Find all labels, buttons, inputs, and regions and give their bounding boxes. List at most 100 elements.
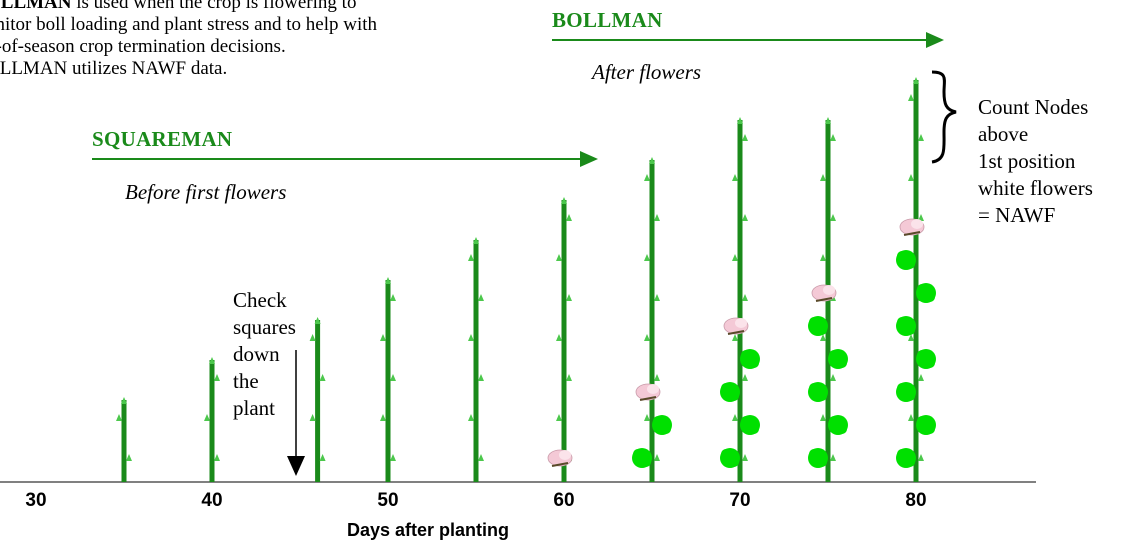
square-leaf-icon <box>732 174 738 181</box>
square-leaf-icon <box>732 334 738 341</box>
squareman-title: SQUAREMAN <box>92 127 233 151</box>
square-leaf-icon <box>732 254 738 261</box>
boll-lobe-icon <box>905 259 915 269</box>
plant-stem <box>913 80 919 482</box>
square-leaf-icon <box>644 414 650 421</box>
check-note-line: the <box>233 369 259 393</box>
square-leaf-icon <box>918 214 924 221</box>
boll-lobe-icon <box>729 457 739 467</box>
square-leaf-icon <box>204 414 210 421</box>
square-leaf-icon <box>830 134 836 141</box>
square-leaf-icon <box>644 174 650 181</box>
square-leaf-icon <box>908 414 914 421</box>
plant-stem <box>561 200 567 482</box>
intro-line-1-rest: is used when the crop is flowering to <box>71 0 357 13</box>
intro-text: OLLMAN is used when the crop is flowerin… <box>0 0 506 80</box>
cotton-plant <box>720 117 760 482</box>
x-axis-tick-label: 60 <box>553 490 575 511</box>
boll-lobe-icon <box>641 457 651 467</box>
square-leaf-icon <box>654 214 660 221</box>
squareman-subtitle: Before first flowers <box>125 180 287 204</box>
intro-line-2: onitor boll loading and plant stress and… <box>0 14 378 35</box>
terminal-bud-icon <box>314 317 321 324</box>
square-leaf-icon <box>644 334 650 341</box>
check-down-arrow <box>287 350 305 476</box>
square-leaf-icon <box>478 374 484 381</box>
boll-lobe-icon <box>917 350 927 360</box>
boll-lobe-icon <box>817 391 827 401</box>
boll-lobe-icon <box>837 358 847 368</box>
boll-lobe-icon <box>917 284 927 294</box>
bollman-arrow <box>552 32 944 48</box>
terminal-bud-icon <box>825 117 831 124</box>
square-leaf-icon <box>309 414 316 421</box>
boll-lobe-icon <box>897 383 907 393</box>
boll-lobe-icon <box>897 449 907 459</box>
nawf-note-line: above <box>978 122 1029 146</box>
boll-lobe-icon <box>925 358 935 368</box>
square-leaf-icon <box>918 134 924 141</box>
cotton-plant <box>896 77 936 482</box>
square-leaf-icon <box>908 94 914 101</box>
square-leaf-icon <box>556 334 562 341</box>
boll-lobe-icon <box>925 292 935 302</box>
boll-lobe-icon <box>721 449 731 459</box>
square-leaf-icon <box>126 454 132 461</box>
boll-lobe-icon <box>633 449 643 459</box>
cotton-plant <box>204 357 220 482</box>
flower-bract <box>727 330 745 335</box>
cotton-plant <box>547 197 573 482</box>
check-note-line: Check <box>233 288 287 312</box>
square-leaf-icon <box>908 174 914 181</box>
square-leaf-icon <box>820 334 826 341</box>
boll-lobe-icon <box>661 424 671 434</box>
square-leaf-icon <box>918 454 924 461</box>
square-leaf-icon <box>644 254 650 261</box>
terminal-bud-icon <box>473 237 479 244</box>
nawf-note: Count Nodes above 1st position white flo… <box>978 94 1093 229</box>
boll-lobe-icon <box>729 391 739 401</box>
white-flower-icon <box>635 383 661 401</box>
square-leaf-icon <box>390 374 396 381</box>
cotton-plant <box>632 157 672 482</box>
white-flower-icon <box>899 218 925 236</box>
bollman-subtitle: After flowers <box>592 60 702 84</box>
x-axis-tick-label: 30 <box>25 490 47 511</box>
square-leaf-icon <box>319 374 326 381</box>
flower-highlight <box>823 285 835 295</box>
curly-brace-icon <box>931 70 957 164</box>
terminal-bud-icon <box>121 397 127 404</box>
boll-lobe-icon <box>809 449 819 459</box>
square-leaf-icon <box>309 334 316 341</box>
terminal-bud-icon <box>649 157 655 164</box>
square-leaf-icon <box>820 414 826 421</box>
square-leaf-icon <box>742 374 748 381</box>
plants-layer <box>116 77 936 482</box>
intro-line-3: d-of-season crop termination decisions. <box>0 36 286 57</box>
square-leaf-icon <box>566 294 572 301</box>
squareman-arrowhead <box>580 151 598 167</box>
cotton-plant <box>808 117 848 482</box>
cotton-plant <box>116 397 132 482</box>
plant-stem <box>737 120 743 482</box>
check-note-line: down <box>233 342 280 366</box>
boll-lobe-icon <box>905 391 915 401</box>
intro-line-4: OLLMAN utilizes NAWF data. <box>0 58 228 79</box>
flower-bract <box>903 231 921 236</box>
boll-lobe-icon <box>809 383 819 393</box>
white-flower-icon <box>547 449 573 467</box>
boll-lobe-icon <box>917 416 927 426</box>
square-leaf-icon <box>742 134 748 141</box>
boll-lobe-icon <box>829 416 839 426</box>
square-leaf-icon <box>566 214 572 221</box>
square-leaf-icon <box>742 294 748 301</box>
square-leaf-icon <box>566 374 572 381</box>
x-axis-tick-label: 50 <box>377 490 399 511</box>
square-leaf-icon <box>732 414 738 421</box>
cotton-plant <box>309 317 326 482</box>
boll-lobe-icon <box>817 325 827 335</box>
plant-stem <box>473 240 479 482</box>
terminal-bud-icon <box>561 197 567 204</box>
